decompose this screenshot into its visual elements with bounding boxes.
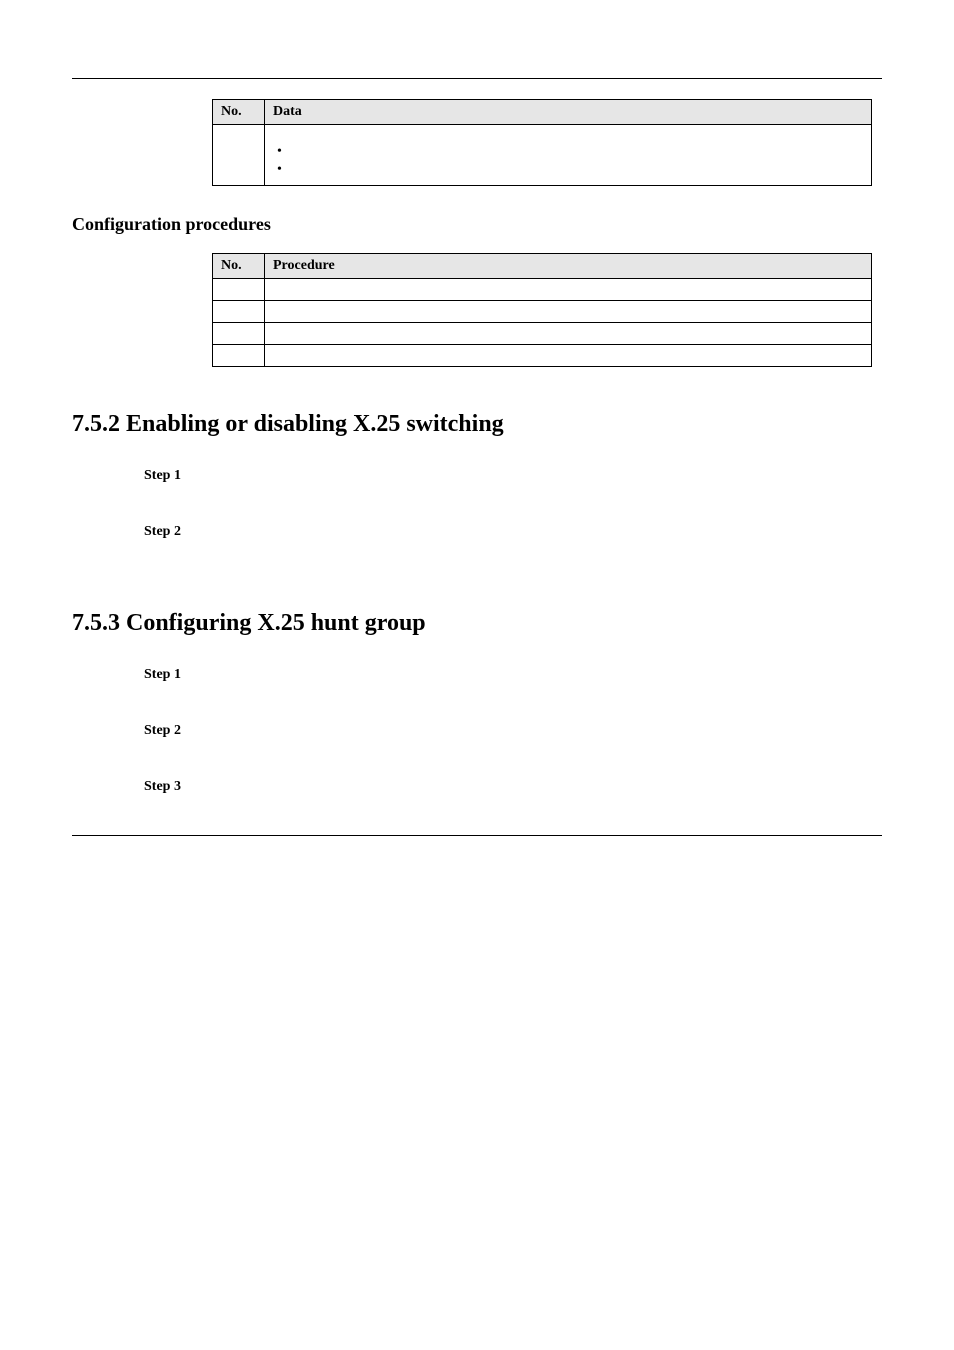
top-rule [72, 78, 882, 79]
bullet-icon: • [273, 143, 863, 161]
table-row [213, 345, 872, 367]
table-row [213, 301, 872, 323]
cell-procedure [265, 301, 872, 323]
step-label: Step 3 [144, 779, 882, 795]
table-row: • • [213, 125, 872, 186]
table-header-row: No. Data [213, 100, 872, 125]
step-label: Step 1 [144, 468, 882, 484]
col-header-no: No. [213, 100, 265, 125]
section-title-752: 7.5.2 Enabling or disabling X.25 switchi… [72, 411, 882, 438]
procedure-tbody [213, 279, 872, 367]
procedure-table: No. Procedure [212, 253, 872, 367]
step-label: Step 1 [144, 667, 882, 683]
subheading-configuration-procedures: Configuration procedures [72, 214, 882, 235]
cell-procedure [265, 323, 872, 345]
step-label: Step 2 [144, 723, 882, 739]
bottom-rule [72, 835, 882, 836]
col-header-no: No. [213, 254, 265, 279]
cell-data: • • [265, 125, 872, 186]
table-row [213, 323, 872, 345]
cell-no [213, 345, 265, 367]
step-label: Step 2 [144, 524, 882, 540]
section-title-753: 7.5.3 Configuring X.25 hunt group [72, 610, 882, 637]
col-header-procedure: Procedure [265, 254, 872, 279]
bullet-icon: • [273, 161, 863, 179]
table-row [213, 279, 872, 301]
data-table: No. Data • • [212, 99, 872, 186]
cell-no [213, 323, 265, 345]
cell-no [213, 279, 265, 301]
cell-procedure [265, 345, 872, 367]
cell-no [213, 301, 265, 323]
cell-no [213, 125, 265, 186]
col-header-data: Data [265, 100, 872, 125]
cell-procedure [265, 279, 872, 301]
page: No. Data • • Configuration procedures No… [0, 0, 954, 896]
table-header-row: No. Procedure [213, 254, 872, 279]
